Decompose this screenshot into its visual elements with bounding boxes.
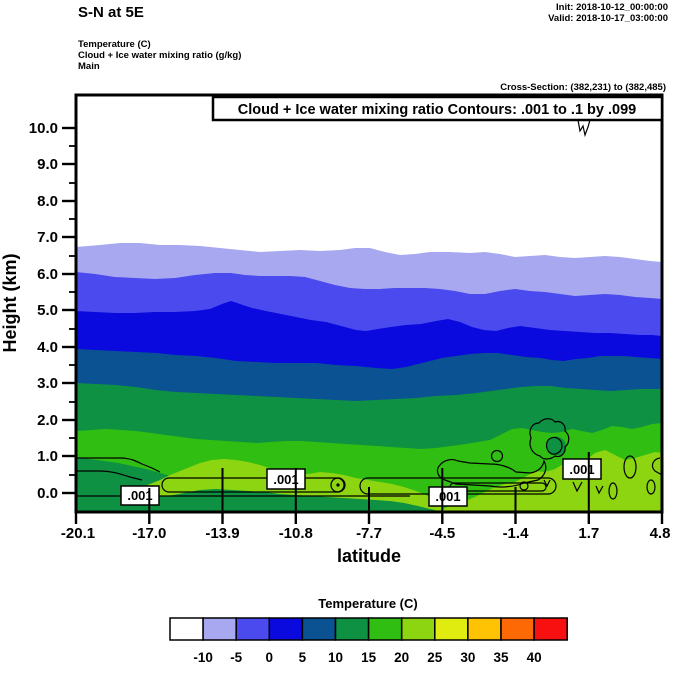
cross-section-coords: Cross-Section: (382,231) to (382,485) <box>500 82 666 93</box>
colorbar-title: Temperature (C) <box>318 596 417 611</box>
contour-label-text: .001 <box>569 462 594 477</box>
page-title: S-N at 5E <box>78 4 144 21</box>
colorbar-tick: -5 <box>230 650 242 665</box>
colorbar: Temperature (C) -10 -5 0 5 10 15 20 25 3… <box>169 596 568 665</box>
contour-label-box: .001 <box>562 458 602 480</box>
x-axis: -20.1 -17.0 -13.9 -10.8 -7.7 -4.5 -1.4 1… <box>61 512 671 566</box>
y-tick-label: 0.0 <box>37 485 58 502</box>
y-tick-label: 6.0 <box>37 266 58 283</box>
y-axis: 10.0 9.0 8.0 7.0 6.0 5.0 4.0 3.0 2.0 1.0… <box>0 120 76 502</box>
colorbar-cell <box>202 617 237 641</box>
y-tick-label: 8.0 <box>37 193 58 210</box>
contour-label-text: .001 <box>273 472 298 487</box>
colorbar-tick: 5 <box>299 650 307 665</box>
colorbar-tick: 35 <box>493 650 509 665</box>
colorbar-cell <box>301 617 337 641</box>
plot-title-box: Cloud + Ice water mixing ratio Contours:… <box>211 95 664 122</box>
x-tick-label: -1.4 <box>503 525 530 542</box>
y-tick-label: 1.0 <box>37 448 58 465</box>
surface-seagreen-band <box>76 458 438 512</box>
colorbar-cell <box>434 617 469 641</box>
field-temperature-label: Temperature (C) <box>78 39 151 50</box>
colorbar-tick: 40 <box>527 650 542 665</box>
colorbar-cell <box>334 617 370 641</box>
colorbar-cell <box>169 617 204 641</box>
colorbar-tick: 0 <box>266 650 274 665</box>
x-tick-label: 1.7 <box>578 525 599 542</box>
colorbar-cell <box>235 617 271 641</box>
colorbar-tick-labels: -10 -5 0 5 10 15 20 25 30 35 40 <box>193 650 541 665</box>
plot-title-text: Cloud + Ice water mixing ratio Contours:… <box>238 102 636 118</box>
x-tick-label: -13.9 <box>205 525 239 542</box>
colorbar-tick: -10 <box>193 650 213 665</box>
colorbar-tick: 20 <box>394 650 409 665</box>
y-tick-label: 10.0 <box>29 120 58 137</box>
x-tick-label: 4.8 <box>650 525 671 542</box>
contour-label-box: .001 <box>120 485 160 506</box>
field-domain-label: Main <box>78 61 100 72</box>
init-timestamp: Init: 2018-10-12_00:00:00 <box>556 2 668 13</box>
y-axis-title: Height (km) <box>0 253 20 352</box>
x-axis-title: latitude <box>337 546 401 566</box>
field-cloud-label: Cloud + Ice water mixing ratio (g/kg) <box>78 50 241 61</box>
colorbar-tick: 30 <box>460 650 475 665</box>
contour-label-box: .001 <box>428 486 468 507</box>
header: S-N at 5E Init: 2018-10-12_00:00:00 Vali… <box>78 2 668 93</box>
x-tick-label: -7.7 <box>356 525 382 542</box>
y-tick-label: 3.0 <box>37 375 58 392</box>
x-tick-label: -4.5 <box>429 525 455 542</box>
y-tick-label: 2.0 <box>37 412 58 429</box>
contour-label-text: .001 <box>127 488 152 503</box>
colorbar-cell <box>533 617 568 641</box>
x-tick-label: -20.1 <box>61 525 95 542</box>
y-tick-label: 4.0 <box>37 339 58 356</box>
y-tick-label: 5.0 <box>37 302 58 319</box>
valid-timestamp: Valid: 2018-10-17_03:00:00 <box>548 13 668 24</box>
contour-label-text: .001 <box>435 489 460 504</box>
x-tick-label: -10.8 <box>279 525 313 542</box>
temperature-fill-bands: .001 .001 .001 .001 <box>76 95 662 512</box>
colorbar-tick: 15 <box>361 650 377 665</box>
colorbar-cell <box>467 617 502 641</box>
colorbar-cell <box>367 617 403 641</box>
inward-x-ticks <box>148 452 590 512</box>
band-20-25-patch-right <box>440 450 662 512</box>
x-tick-label: -17.0 <box>132 525 166 542</box>
y-tick-label: 7.0 <box>37 229 58 246</box>
colorbar-cell <box>268 617 304 641</box>
colorbar-cell <box>500 617 535 641</box>
colorbar-tick: 10 <box>328 650 343 665</box>
colorbar-tick: 25 <box>427 650 443 665</box>
colorbar-cells <box>169 617 568 641</box>
y-tick-label: 9.0 <box>37 156 58 173</box>
contour-label-box: .001 <box>266 468 306 490</box>
colorbar-cell <box>400 617 436 641</box>
